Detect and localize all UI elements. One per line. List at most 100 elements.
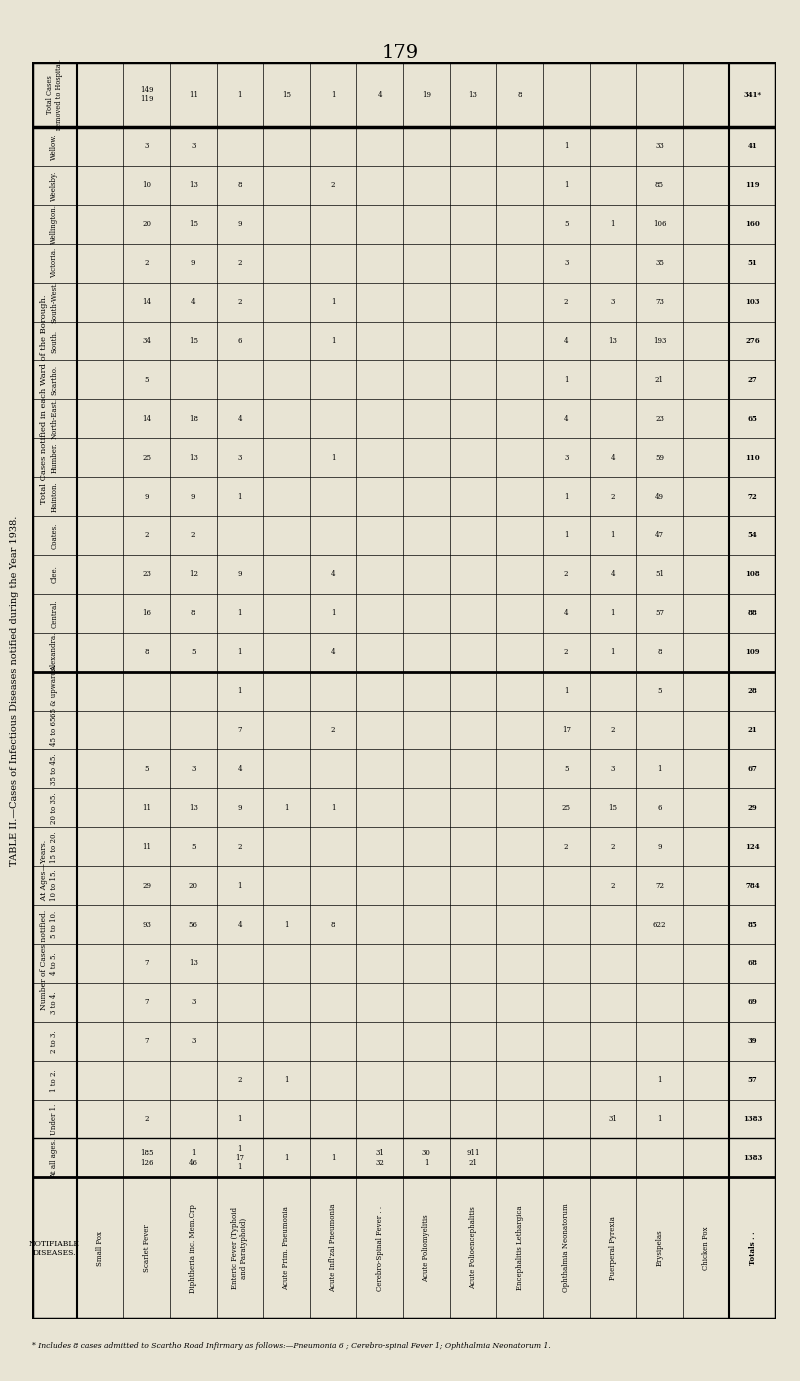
Text: 2 to 3.: 2 to 3. [50, 1030, 58, 1052]
Text: Total Cases
removed to Hospital.: Total Cases removed to Hospital. [46, 59, 63, 130]
Text: 13: 13 [189, 454, 198, 461]
Text: 3 to 4.: 3 to 4. [50, 992, 58, 1014]
Text: 1383: 1383 [743, 1114, 762, 1123]
Text: 3: 3 [144, 142, 149, 151]
Text: 1: 1 [238, 91, 242, 98]
Text: 67: 67 [748, 765, 758, 773]
Text: 2: 2 [238, 1076, 242, 1084]
Text: 2: 2 [331, 181, 335, 189]
Text: South.: South. [50, 330, 58, 352]
Text: 5: 5 [191, 842, 195, 851]
Text: Ophthalmia Neonatorum: Ophthalmia Neonatorum [562, 1204, 570, 1293]
Text: 51: 51 [655, 570, 664, 579]
Text: Total Cases notified in each Ward of the Borough.: Total Cases notified in each Ward of the… [40, 294, 48, 504]
Text: 1: 1 [657, 765, 662, 773]
Text: 622: 622 [653, 921, 666, 928]
Text: 149
119: 149 119 [140, 86, 154, 104]
Text: 2: 2 [610, 493, 615, 500]
Text: 1: 1 [610, 220, 615, 228]
Text: 4 to 5.: 4 to 5. [50, 952, 58, 975]
Text: 51: 51 [748, 260, 758, 267]
Text: 1383: 1383 [743, 1155, 762, 1161]
Text: 1: 1 [238, 648, 242, 656]
Text: 179: 179 [382, 44, 418, 62]
Text: 11: 11 [142, 804, 151, 812]
Text: 110: 110 [746, 454, 760, 461]
Text: 1: 1 [238, 881, 242, 889]
Text: 341*: 341* [744, 91, 762, 98]
Text: Puerperal Pyrexia: Puerperal Pyrexia [609, 1217, 617, 1280]
Text: 1: 1 [284, 1076, 289, 1084]
Text: South-West.: South-West. [50, 280, 58, 323]
Text: 9: 9 [191, 260, 195, 267]
Text: 68: 68 [748, 960, 758, 968]
Text: 4: 4 [238, 414, 242, 423]
Text: * Includes 8 cases admitted to Scartho Road Infirmary as follows:—Pneumonia 6 ; : * Includes 8 cases admitted to Scartho R… [32, 1342, 550, 1351]
Text: 784: 784 [746, 881, 760, 889]
Text: Under 1.: Under 1. [50, 1103, 58, 1135]
Text: 9: 9 [657, 842, 662, 851]
Text: 29: 29 [142, 881, 151, 889]
Text: 85: 85 [655, 181, 664, 189]
Text: 3: 3 [238, 454, 242, 461]
Text: 4: 4 [564, 414, 569, 423]
Text: 2: 2 [144, 532, 149, 540]
Text: 2: 2 [564, 298, 569, 307]
Text: 6: 6 [238, 337, 242, 345]
Text: 109: 109 [746, 648, 760, 656]
Text: 2: 2 [610, 881, 615, 889]
Text: 2: 2 [564, 570, 569, 579]
Text: NOTIFIABLE
DISEASES.: NOTIFIABLE DISEASES. [29, 1240, 80, 1257]
Text: 57: 57 [748, 1076, 758, 1084]
Text: 4: 4 [378, 91, 382, 98]
Text: 4: 4 [238, 765, 242, 773]
Text: Number of Cases notified.    At Ages—Years.: Number of Cases notified. At Ages—Years. [40, 840, 48, 1010]
Text: 3: 3 [191, 998, 195, 1007]
Text: 1 to 2.: 1 to 2. [50, 1069, 58, 1091]
Text: 1
17
1: 1 17 1 [235, 1145, 244, 1171]
Text: 19: 19 [422, 91, 431, 98]
Text: 1: 1 [564, 181, 569, 189]
Text: 27: 27 [748, 376, 758, 384]
Text: 2: 2 [238, 260, 242, 267]
Text: 21: 21 [748, 726, 758, 733]
Text: 9: 9 [191, 493, 195, 500]
Text: 17: 17 [562, 726, 570, 733]
Text: 1: 1 [331, 609, 335, 617]
Text: Diphtheria inc. Mem.Crp: Diphtheria inc. Mem.Crp [190, 1204, 198, 1293]
Text: 8: 8 [518, 91, 522, 98]
Text: 106: 106 [653, 220, 666, 228]
Text: 3: 3 [564, 454, 568, 461]
Text: 11: 11 [189, 91, 198, 98]
Text: 1
46: 1 46 [189, 1149, 198, 1167]
Text: 5: 5 [657, 688, 662, 695]
Text: Clee.: Clee. [50, 565, 58, 583]
Text: 1: 1 [238, 609, 242, 617]
Text: 108: 108 [746, 570, 760, 579]
Text: 8: 8 [191, 609, 195, 617]
Text: Small Pox: Small Pox [96, 1230, 104, 1265]
Text: 5: 5 [144, 765, 149, 773]
Text: 2: 2 [610, 842, 615, 851]
Text: 1: 1 [238, 688, 242, 695]
Text: 1: 1 [331, 804, 335, 812]
Text: Encephalitis Lethargica: Encephalitis Lethargica [515, 1206, 523, 1290]
Text: 1: 1 [331, 454, 335, 461]
Text: At all ages.: At all ages. [50, 1138, 58, 1178]
Text: 276: 276 [746, 337, 760, 345]
Text: 7: 7 [144, 998, 149, 1007]
Text: 1: 1 [284, 804, 289, 812]
Text: 11: 11 [142, 842, 151, 851]
Text: 7: 7 [238, 726, 242, 733]
Text: 29: 29 [748, 804, 758, 812]
Text: 13: 13 [189, 804, 198, 812]
Text: 15: 15 [189, 220, 198, 228]
Text: 103: 103 [746, 298, 760, 307]
Text: 20 to 35.: 20 to 35. [50, 791, 58, 823]
Text: 1: 1 [564, 688, 569, 695]
Text: Humber.: Humber. [50, 442, 58, 474]
Text: Acute Infl'zal Pneumonia: Acute Infl'zal Pneumonia [329, 1204, 337, 1293]
Text: 93: 93 [142, 921, 151, 928]
Text: 1: 1 [284, 921, 289, 928]
Text: Alexandra.: Alexandra. [50, 632, 58, 671]
